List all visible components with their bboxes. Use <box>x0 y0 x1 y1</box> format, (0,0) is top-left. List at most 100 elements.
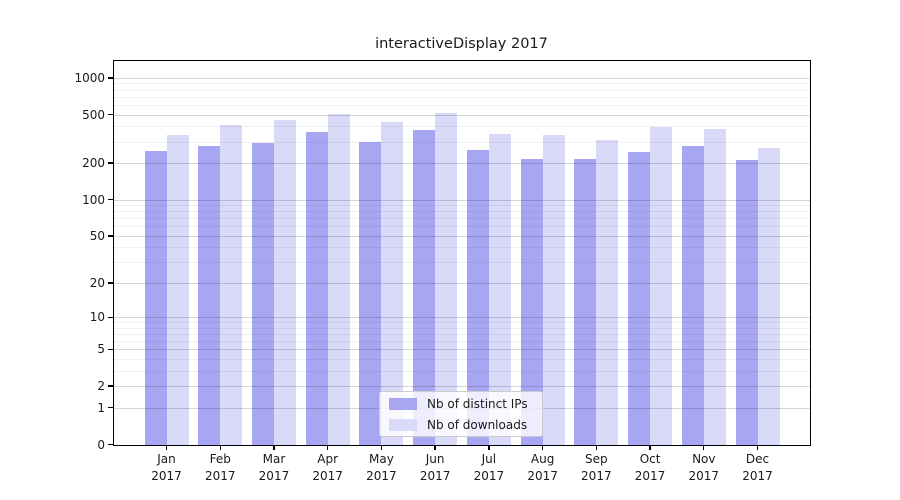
x-tick-label-line: Dec <box>745 451 770 466</box>
bar-downloads-oct <box>650 127 673 446</box>
y-tick-label: 100 <box>82 192 105 207</box>
minor-gridline <box>113 226 810 228</box>
bar-downloads-mar <box>273 120 296 446</box>
y-tick <box>107 162 113 164</box>
bar-distinct-ips-dec <box>735 160 758 446</box>
x-tick-label-line: 2017 <box>581 468 612 483</box>
major-gridline <box>113 163 810 165</box>
x-tick <box>326 444 329 450</box>
minor-gridline <box>113 341 810 343</box>
x-tick-label: Nov 2017 <box>664 451 744 485</box>
x-tick <box>219 444 221 450</box>
y-tick-label: 5 <box>97 342 105 357</box>
y-tick-label: 200 <box>82 156 105 171</box>
minor-gridline <box>113 96 810 98</box>
y-tick <box>107 407 113 409</box>
x-tick <box>380 444 383 450</box>
bar-downloads-jul <box>488 134 511 446</box>
y-tick <box>107 198 113 201</box>
y-tick-label: 0 <box>97 437 105 452</box>
minor-gridline <box>113 262 810 264</box>
x-tick-label-line: 2017 <box>258 468 290 483</box>
x-tick-label: Jun 2017 <box>395 451 475 485</box>
bar-distinct-ips-may <box>359 141 382 446</box>
x-tick-label-line: Apr <box>317 451 339 466</box>
major-gridline <box>113 349 810 351</box>
minor-gridline <box>113 218 810 220</box>
legend-entry-distinct-ips: Nb of distinct IPs <box>380 393 542 414</box>
x-tick-label-line: Oct <box>639 451 661 466</box>
y-tick <box>107 77 113 79</box>
minor-gridline <box>113 359 810 361</box>
minor-gridline <box>113 205 810 207</box>
bar-downloads-jan <box>166 134 189 446</box>
bar-distinct-ips-jul <box>466 149 489 446</box>
x-tick-label-line: May <box>369 451 394 466</box>
legend-label-downloads: Nb of downloads <box>427 417 528 432</box>
minor-gridline <box>113 83 810 85</box>
bar-distinct-ips-sep <box>574 158 597 446</box>
y-tick-label: 50 <box>89 228 105 243</box>
y-tick <box>107 385 113 387</box>
major-gridline <box>113 77 810 79</box>
x-tick <box>595 444 598 450</box>
bar-downloads-may <box>381 121 404 446</box>
bar-downloads-sep <box>596 139 619 446</box>
bar-downloads-jun <box>435 112 458 446</box>
bar-distinct-ips-nov <box>681 146 704 446</box>
x-tick-label-line: 2017 <box>473 468 505 483</box>
x-tick-label-line: Aug <box>530 451 555 466</box>
bar-distinct-ips-apr <box>305 132 328 446</box>
x-tick-label: Feb 2017 <box>180 451 260 485</box>
y-tick-label: 1000 <box>74 70 105 85</box>
chart-title: interactiveDisplay 2017 <box>375 36 548 52</box>
bar-distinct-ips-feb <box>198 146 221 446</box>
x-tick <box>488 444 490 450</box>
x-tick <box>165 444 168 450</box>
y-tick-label: 1 <box>97 400 105 415</box>
legend-entry-downloads: Nb of downloads <box>380 414 542 435</box>
y-tick <box>107 282 113 284</box>
x-tick-label-line: 2017 <box>419 468 451 483</box>
bar-distinct-ips-jun <box>413 130 436 446</box>
minor-gridline <box>113 327 810 329</box>
x-tick-label-line: 2017 <box>312 468 343 483</box>
major-gridline <box>113 114 810 116</box>
y-tick <box>107 113 113 116</box>
bar-distinct-ips-aug <box>520 159 543 446</box>
minor-gridline <box>113 126 810 128</box>
x-tick-label-line: Mar <box>262 451 286 466</box>
x-tick-label-line: Feb <box>209 451 231 466</box>
x-tick-label-line: Sep <box>585 451 608 466</box>
legend-swatch-downloads <box>389 418 417 431</box>
x-tick-label: Jan 2017 <box>127 451 207 485</box>
x-tick-label-line: 2017 <box>688 468 720 483</box>
bar-distinct-ips-jan <box>144 151 167 446</box>
major-gridline <box>113 386 810 388</box>
x-tick <box>541 444 544 450</box>
bar-downloads-feb <box>220 124 243 446</box>
bar-downloads-nov <box>703 128 726 446</box>
major-gridline <box>113 235 810 237</box>
x-tick-label-line: Jul <box>481 451 497 466</box>
x-tick <box>273 444 275 450</box>
x-tick-label: May 2017 <box>341 451 421 485</box>
y-tick <box>107 235 113 237</box>
y-tick-label: 10 <box>89 310 105 325</box>
minor-gridline <box>113 247 810 249</box>
x-tick-label: Mar 2017 <box>234 451 314 485</box>
x-tick <box>703 444 705 450</box>
x-tick-label-line: 2017 <box>151 468 182 483</box>
x-tick-label: Sep 2017 <box>556 451 636 485</box>
y-tick-label: 20 <box>89 275 105 290</box>
x-tick-label: Apr 2017 <box>288 451 368 485</box>
y-tick-label: 500 <box>82 107 105 122</box>
minor-gridline <box>113 211 810 213</box>
legend-label-distinct-ips: Nb of distinct IPs <box>427 396 528 411</box>
minor-gridline <box>113 334 810 336</box>
y-tick <box>107 316 113 318</box>
x-tick-label-line: Nov <box>692 451 716 466</box>
bar-downloads-aug <box>542 134 565 446</box>
x-tick <box>756 444 759 450</box>
